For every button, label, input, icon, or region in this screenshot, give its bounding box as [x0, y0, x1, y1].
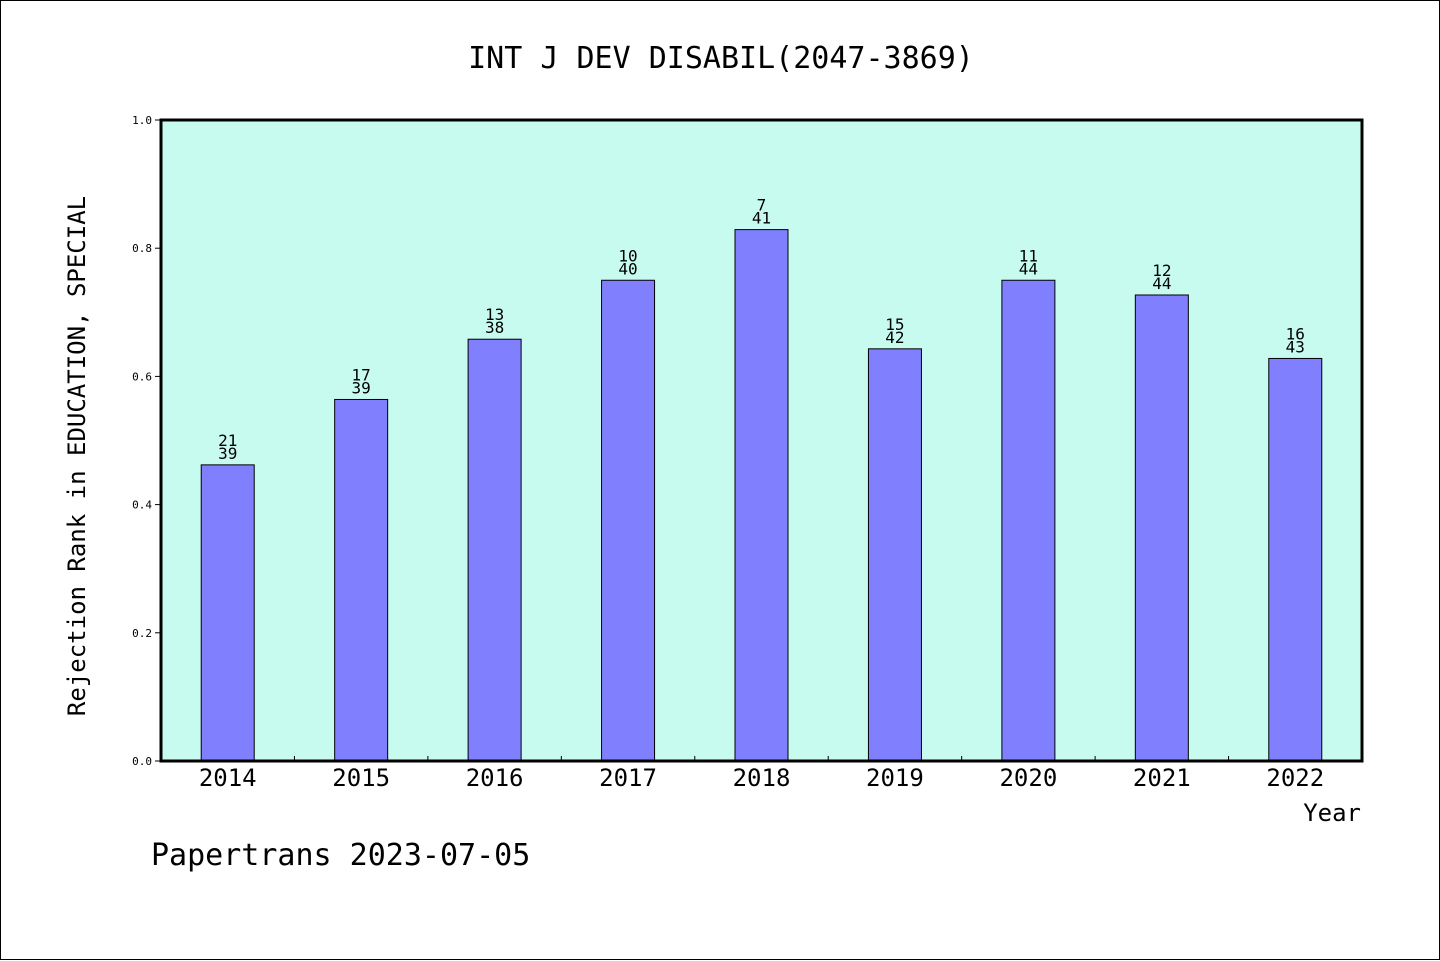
bar-rank-label: 10: [618, 246, 637, 265]
plot-frame: [159, 118, 1364, 763]
x-tick-label: 2016: [466, 764, 524, 792]
bar-rank-label: 12: [1152, 261, 1171, 280]
bar-total-label: 41: [752, 209, 771, 228]
bar-2019: [867, 348, 922, 762]
x-axis-label: Year: [1303, 799, 1361, 827]
bar-rank-label: 21: [218, 431, 237, 450]
y-tick-label: 0.4: [132, 499, 152, 512]
x-tick-label: 2019: [866, 764, 924, 792]
bar-rank-label: 17: [352, 365, 371, 384]
x-tick-label: 2017: [599, 764, 657, 792]
y-tick-label: 0.8: [132, 242, 152, 255]
y-tick-label: 0.2: [132, 627, 152, 640]
bar-2021: [1134, 294, 1189, 762]
bar-total-label: 43: [1286, 337, 1305, 356]
bar-2014: [200, 464, 255, 762]
bar-2016: [467, 338, 522, 762]
y-tick-label: 0.0: [132, 755, 152, 768]
x-tick-label: 2021: [1133, 764, 1191, 792]
x-tick-label: 2014: [199, 764, 257, 792]
bar-2015: [334, 398, 389, 762]
bar-2022: [1268, 357, 1323, 762]
bar-rank-label: 13: [485, 305, 504, 324]
y-tick-label: 0.6: [132, 370, 152, 383]
bar-rank-label: 16: [1286, 324, 1305, 343]
bar-total-label: 39: [218, 444, 237, 463]
y-axis-label: Rejection Rank in EDUCATION, SPECIAL: [63, 196, 91, 716]
x-tick-label: 2018: [733, 764, 791, 792]
x-tick-label: 2020: [999, 764, 1057, 792]
bar-2017: [601, 279, 656, 762]
bar-total-label: 42: [885, 328, 904, 347]
y-tick-label: 1.0: [132, 114, 152, 127]
chart-title: INT J DEV DISABIL(2047-3869): [468, 41, 974, 76]
bar-2018: [734, 229, 789, 762]
bar-2020: [1001, 279, 1056, 762]
x-tick-label: 2022: [1266, 764, 1324, 792]
bar-total-label: 38: [485, 318, 504, 337]
bar-total-label: 44: [1152, 274, 1171, 293]
bar-total-label: 44: [1019, 259, 1038, 278]
footer-text: Papertrans 2023-07-05: [151, 838, 530, 873]
x-tick-label: 2015: [332, 764, 390, 792]
bar-rank-label: 11: [1019, 246, 1038, 265]
bar-rank-label: 15: [885, 315, 904, 334]
bar-rank-label: 7: [757, 196, 767, 215]
bar-total-label: 40: [618, 259, 637, 278]
bar-total-label: 39: [352, 378, 371, 397]
